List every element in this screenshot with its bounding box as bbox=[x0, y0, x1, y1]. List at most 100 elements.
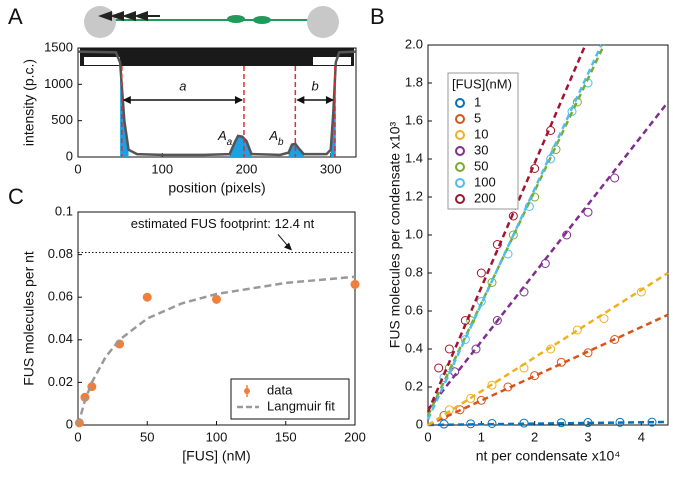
data-point bbox=[492, 316, 502, 325]
y-axis-label: FUS molecules per nt bbox=[21, 251, 37, 386]
data-point bbox=[476, 395, 486, 405]
data-point bbox=[530, 371, 540, 381]
x-tick-label: 4 bbox=[638, 429, 645, 444]
data-point bbox=[487, 380, 497, 390]
data-point bbox=[599, 314, 609, 324]
fit-line bbox=[426, 44, 603, 420]
fit-line bbox=[427, 313, 669, 427]
y-tick-label: 0.8 bbox=[405, 264, 423, 279]
fit-line bbox=[427, 271, 669, 427]
x-tick-label: 1 bbox=[478, 429, 485, 444]
fit-line bbox=[427, 101, 669, 411]
peak-label-sub: a bbox=[227, 137, 233, 148]
span-label: a bbox=[179, 78, 186, 93]
y-tick-label: 1000 bbox=[44, 76, 73, 91]
data-point bbox=[471, 344, 481, 354]
reference-label: estimated FUS footprint: 12.4 nt bbox=[131, 216, 315, 231]
data-point bbox=[615, 417, 625, 427]
data-point bbox=[350, 279, 360, 289]
axes-frame bbox=[77, 211, 356, 426]
force-arrows bbox=[98, 11, 148, 21]
legend-marker bbox=[244, 388, 250, 394]
y-tick-label: 0.02 bbox=[48, 374, 73, 389]
x-tick-label: 3 bbox=[584, 429, 591, 444]
x-tick-label: 0 bbox=[424, 429, 431, 444]
span-label: b bbox=[312, 78, 319, 93]
data-point bbox=[562, 230, 572, 240]
data-point bbox=[466, 393, 476, 403]
data-point bbox=[466, 419, 476, 429]
data-point bbox=[434, 363, 444, 373]
arrow-head bbox=[296, 96, 334, 104]
y-axis-label: intensity (p.c.) bbox=[21, 59, 37, 146]
data-point bbox=[572, 325, 582, 335]
x-tick-label: 300 bbox=[320, 161, 342, 176]
bead-region bbox=[313, 57, 351, 65]
x-tick-label: 200 bbox=[236, 161, 258, 176]
legend-label: 30 bbox=[474, 142, 488, 157]
data-point bbox=[460, 335, 470, 344]
legend-marker bbox=[455, 98, 465, 108]
data-point bbox=[530, 164, 540, 173]
peak-label: Aa bbox=[217, 128, 233, 147]
legend-label: data bbox=[267, 382, 293, 397]
x-tick-label: 50 bbox=[140, 429, 154, 444]
peak-label-sub: b bbox=[278, 137, 284, 148]
legend-label: 5 bbox=[474, 110, 481, 125]
legend-label: 200 bbox=[474, 190, 496, 205]
fit-line bbox=[426, 44, 587, 413]
condensate bbox=[227, 15, 245, 23]
data-point bbox=[610, 173, 620, 183]
kymograph bbox=[80, 48, 354, 66]
profile-line bbox=[77, 50, 357, 157]
data-point bbox=[444, 405, 454, 415]
legend-label: Langmuir fit bbox=[267, 398, 335, 413]
y-tick-label: 0.04 bbox=[48, 331, 73, 346]
x-tick-label: 0 bbox=[74, 429, 81, 444]
y-tick-label: 0.1 bbox=[55, 203, 73, 218]
bead-region bbox=[84, 57, 120, 65]
x-axis-label: position (pixels) bbox=[168, 180, 265, 196]
bead bbox=[84, 6, 116, 38]
y-tick-label: 1.6 bbox=[405, 112, 423, 127]
x-tick-label: 150 bbox=[275, 429, 297, 444]
y-tick-label: 0 bbox=[66, 416, 73, 431]
x-tick-label: 200 bbox=[344, 429, 366, 444]
y-tick-label: 0.6 bbox=[405, 302, 423, 317]
data-point bbox=[583, 207, 593, 217]
data-point bbox=[476, 268, 486, 278]
y-tick-label: 0.08 bbox=[48, 246, 73, 261]
data-point bbox=[508, 211, 518, 221]
legend-box bbox=[230, 378, 350, 420]
peak-label-main: A bbox=[268, 128, 278, 143]
x-tick-label: 0 bbox=[74, 161, 81, 176]
axes-frame bbox=[77, 47, 357, 158]
panel-label: B bbox=[370, 4, 385, 29]
legend-marker bbox=[455, 114, 465, 124]
y-tick-label: 1.2 bbox=[405, 188, 423, 203]
arrow-head bbox=[284, 242, 292, 251]
y-tick-label: 2.0 bbox=[405, 36, 423, 51]
data-point bbox=[212, 294, 221, 304]
legend-marker bbox=[455, 162, 465, 172]
data-point bbox=[444, 344, 454, 354]
x-tick-label: 100 bbox=[206, 429, 228, 444]
y-tick-label: 1.4 bbox=[405, 150, 423, 165]
y-tick-label: 0.4 bbox=[405, 340, 423, 355]
data-point bbox=[142, 292, 152, 302]
data-point bbox=[455, 405, 465, 415]
x-tick-label: 2 bbox=[531, 429, 538, 444]
fit-line bbox=[76, 275, 356, 426]
x-tick-label: 100 bbox=[151, 161, 173, 176]
legend-title: [FUS](nM) bbox=[452, 76, 512, 91]
data-point bbox=[508, 230, 518, 240]
legend-label: 100 bbox=[474, 174, 496, 189]
y-tick-label: 0.2 bbox=[405, 378, 423, 393]
data-point bbox=[492, 240, 502, 249]
legend-label: 10 bbox=[474, 126, 488, 141]
y-tick-label: 0.06 bbox=[48, 289, 73, 304]
y-tick-label: 500 bbox=[51, 112, 73, 127]
